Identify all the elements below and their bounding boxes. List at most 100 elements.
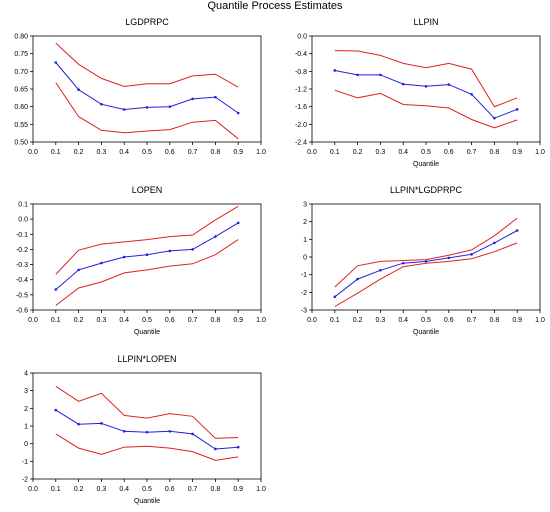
chart-title: LOPEN [132,185,163,195]
x-tick-label: 0.1 [330,149,340,156]
estimate-point [145,106,149,109]
x-tick-label: 0.4 [119,486,129,493]
estimate-point [77,268,80,272]
y-tick-label: 0.70 [14,69,28,76]
y-tick-label: -2.4 [295,140,307,147]
y-tick-label: 0.55 [14,122,28,129]
x-tick-label: 0.9 [512,317,522,324]
x-tick-label: 0.7 [467,149,477,156]
chart-title: LGDPRPC [125,17,169,27]
estimate-point [122,430,126,433]
x-tick-label: 0.2 [353,317,363,324]
estimate-point [145,253,149,257]
lower-bound-line [334,242,518,307]
estimate-point [214,235,217,238]
x-tick-label: 0.6 [165,317,175,324]
estimate-point [191,248,194,251]
x-tick-label: 0.7 [467,317,477,324]
x-tick-label: 0.0 [307,149,317,156]
x-tick-label: 0.6 [165,149,175,156]
x-tick-label: 0.5 [142,149,152,156]
x-tick-label: 0.0 [28,149,38,156]
y-tick-label: -0.4 [295,51,307,58]
upper-bound-line [55,205,239,275]
x-tick-label: 0.6 [444,149,454,156]
y-tick-label: -0.1 [16,232,28,239]
x-tick-label: 0.3 [376,317,386,324]
estimate-point [356,277,359,281]
upper-bound-line [55,42,239,88]
chart-panel: LLPIN*LGDPRPC 0.0 0.1 0.2 0.3 0.4 0.5 0.6 0.7 0.8… [301,185,545,336]
estimate-point [54,288,58,291]
x-tick-label: 0.9 [233,149,243,156]
upper-bound-line [334,50,518,108]
upper-bound-line [55,385,239,439]
estimate-point [191,432,194,436]
x-axis-label: Quantile [134,329,160,336]
chart-panel: LLPIN 0.0 0.1 0.2 0.3 0.4 0.5 0.6 0.7 0.8 0.9 1.0 0.… [295,17,545,168]
y-tick-label: -0.8 [295,69,307,76]
x-tick-label: 0.2 [74,149,84,156]
estimate-point [77,88,80,92]
x-tick-label: 0.4 [119,149,129,156]
lower-bound-line [55,433,239,461]
x-tick-label: 0.1 [330,317,340,324]
y-tick-label: 3 [303,202,307,209]
y-tick-label: 0.75 [14,51,28,58]
estimate-point [447,256,451,260]
estimate-point [515,229,519,232]
estimate-point [424,85,428,88]
lower-bound-line [55,82,239,140]
x-tick-label: 0.0 [307,317,317,324]
x-tick-label: 0.5 [142,317,152,324]
y-tick-label: 0.50 [14,140,28,147]
x-tick-label: 1.0 [256,317,266,324]
y-tick-label: -0.2 [16,247,28,254]
plot-frame [32,203,262,311]
x-tick-label: 0.3 [97,149,107,156]
y-tick-label: -0.3 [16,262,28,269]
x-tick-label: 1.0 [535,149,545,156]
y-tick-label: -1 [22,459,28,466]
upper-bound-line [334,217,518,288]
plot-frame [311,35,541,143]
x-tick-label: 0.9 [233,317,243,324]
x-tick-label: 0.9 [233,486,243,493]
x-tick-label: 0.5 [421,149,431,156]
x-tick-label: 0.6 [165,486,175,493]
estimate-point [379,73,382,77]
y-tick-label: 3 [24,388,28,395]
x-tick-label: 0.0 [28,486,38,493]
x-tick-label: 0.3 [97,317,107,324]
x-tick-label: 0.5 [142,486,152,493]
x-tick-label: 0.3 [97,486,107,493]
chart-title: LLPIN [413,17,438,27]
estimate-point [100,261,103,265]
estimate-point [100,422,103,425]
y-tick-label: -0.5 [16,292,28,299]
x-tick-label: 0.1 [51,486,61,493]
x-tick-label: 0.3 [376,149,386,156]
x-tick-label: 0.0 [28,317,38,324]
y-tick-label: -1 [301,272,307,279]
x-tick-label: 0.4 [119,317,129,324]
y-tick-label: 2 [303,219,307,226]
estimate-point [493,116,496,120]
estimate-line [55,409,239,450]
estimate-point [470,253,473,256]
estimate-point [100,102,103,106]
chart-panel: LLPIN*LOPEN 0.0 0.1 0.2 0.3 0.4 0.5 0.6 0.7 0.8 0.… [22,354,266,505]
x-tick-label: 1.0 [256,486,266,493]
y-tick-label: 1 [24,424,28,431]
estimate-point [333,295,337,299]
estimate-point [54,408,58,412]
estimate-point [236,445,240,449]
chart-panel: LGDPRPC 0.0 0.1 0.2 0.3 0.4 0.5 0.6 0.7 0.8 0.9 1.0… [14,17,266,156]
plot-frame [32,372,262,480]
estimate-point [424,260,428,263]
plot-frame [32,35,262,143]
estimate-point [470,93,473,96]
x-axis-label: Quantile [134,498,160,505]
x-tick-label: 0.2 [74,486,84,493]
